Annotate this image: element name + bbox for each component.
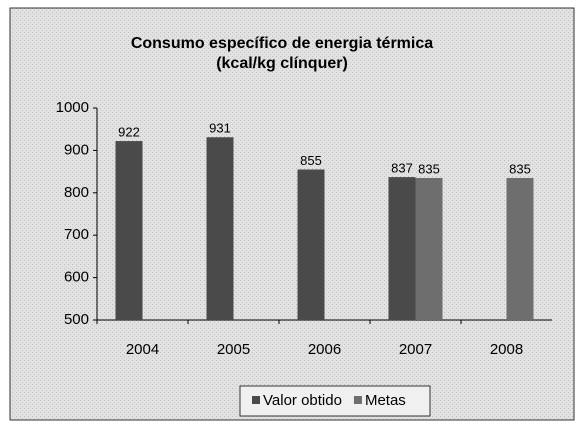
legend-box xyxy=(239,385,431,417)
bar xyxy=(115,141,143,320)
x-tick-label: 2005 xyxy=(217,341,250,358)
x-tick-label: 2007 xyxy=(399,341,432,358)
value-label: 835 xyxy=(509,161,531,176)
y-tick-label: 800 xyxy=(64,184,89,201)
bar xyxy=(206,137,234,320)
bar xyxy=(415,177,443,320)
x-tick-label: 2006 xyxy=(308,341,341,358)
value-label: 855 xyxy=(300,153,322,168)
legend-swatch xyxy=(353,396,362,404)
legend-label: Metas xyxy=(365,392,406,409)
value-label: 835 xyxy=(418,161,440,176)
bar xyxy=(297,169,325,320)
x-tick-label: 2008 xyxy=(490,341,523,358)
value-label: 922 xyxy=(118,125,140,140)
y-tick-label: 600 xyxy=(64,269,89,286)
y-tick-label: 900 xyxy=(64,141,89,158)
value-label: 837 xyxy=(391,161,413,176)
y-tick-label: 500 xyxy=(64,311,89,328)
y-tick-label: 1000 xyxy=(56,99,89,116)
chart-subtitle: (kcal/kg clínquer) xyxy=(216,55,348,72)
x-tick-label: 2004 xyxy=(126,341,159,358)
legend: Valor obtido Metas xyxy=(239,385,431,417)
bar xyxy=(506,177,534,320)
y-tick-label: 700 xyxy=(64,226,89,243)
legend-swatch xyxy=(252,396,260,404)
chart-title: Consumo específico de energia térmica xyxy=(131,35,433,52)
bar xyxy=(388,177,416,320)
legend-label: Valor obtido xyxy=(263,392,342,409)
chart-frame xyxy=(9,7,575,421)
value-label: 931 xyxy=(209,121,231,136)
